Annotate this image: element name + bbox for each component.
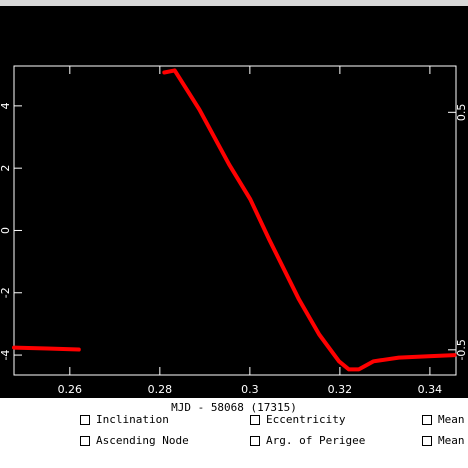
data-line — [12, 68, 457, 372]
checkbox[interactable]: Ascending Node — [80, 434, 189, 447]
x-tick-label: 0.34 — [418, 383, 443, 396]
checkbox-label[interactable]: Mean — [438, 434, 465, 447]
x-tick-label: 0.3 — [241, 383, 259, 396]
checkbox-label[interactable]: Eccentricity — [266, 413, 346, 426]
checkbox-box[interactable] — [422, 435, 432, 446]
checkbox[interactable]: Mean — [422, 434, 465, 447]
checkbox-box[interactable] — [250, 414, 260, 425]
title-bar — [0, 0, 468, 6]
plot-frame — [13, 65, 457, 376]
checkbox-box[interactable] — [80, 414, 90, 425]
checkbox-label[interactable]: Mean — [438, 413, 465, 426]
plot-background — [0, 6, 468, 398]
y-tick-label: 2 — [0, 165, 12, 172]
checkbox-box[interactable] — [80, 435, 90, 446]
checkbox-label[interactable]: Arg. of Perigee — [266, 434, 366, 447]
checkbox-label[interactable]: Ascending Node — [96, 434, 189, 447]
x-tick-label: 0.26 — [58, 383, 83, 396]
x-axis-label: MJD - 58068 (17315) — [171, 401, 297, 414]
checkbox[interactable]: Inclination — [80, 413, 169, 426]
chart: 0.26 0.28 0.3 0.32 0.34 -4 -2 0 2 4 -0.5 0.5 — [0, 6, 468, 398]
y2-tick-label: -0.5 — [455, 339, 468, 360]
y2-tick-label: 0.5 — [455, 104, 468, 122]
y-tick-label: 0 — [0, 227, 12, 234]
checkbox-box[interactable] — [250, 435, 260, 446]
checkbox-label[interactable]: Inclination — [96, 413, 169, 426]
x-tick-label: 0.32 — [328, 383, 353, 396]
x-tick-label: 0.28 — [148, 383, 173, 396]
checkbox[interactable]: Mean — [422, 413, 465, 426]
y-tick-label: 4 — [0, 102, 12, 109]
y-tick-label: -4 — [0, 350, 12, 361]
checkbox[interactable]: Arg. of Perigee — [250, 434, 365, 447]
checkbox-box[interactable] — [422, 414, 432, 425]
y-tick-label: -2 — [0, 287, 12, 298]
checkbox[interactable]: Eccentricity — [250, 413, 345, 426]
